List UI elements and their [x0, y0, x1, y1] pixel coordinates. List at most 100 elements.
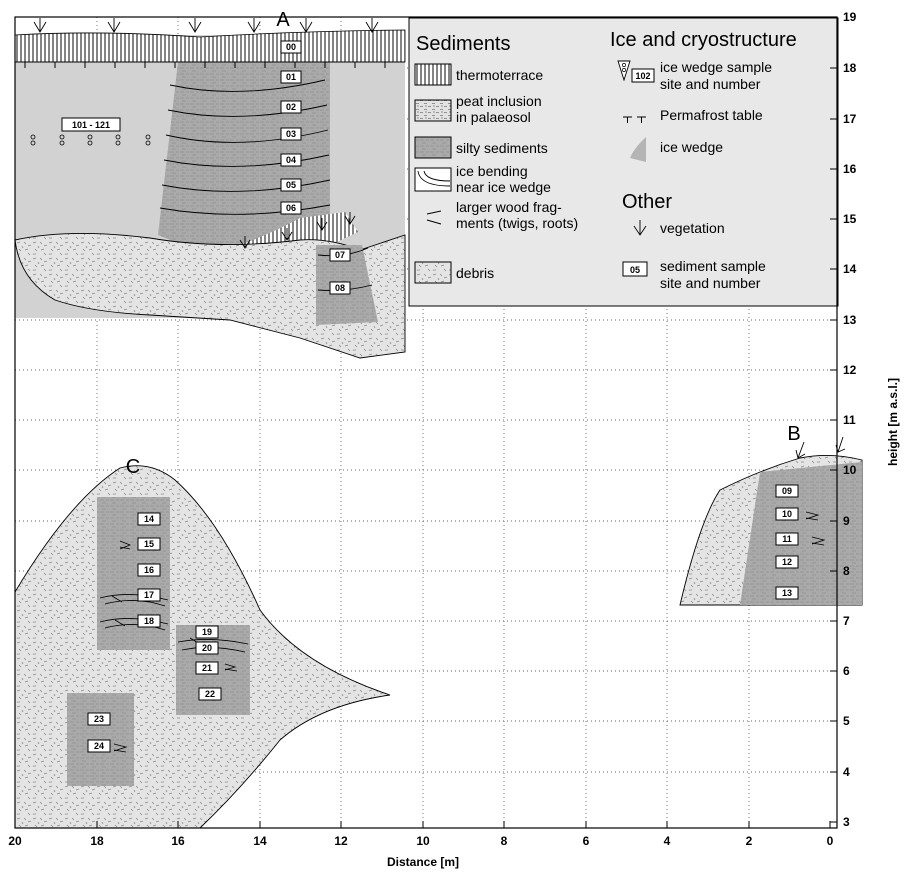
legend-bending-l2: near ice wedge	[456, 179, 551, 195]
x-tick: 2	[746, 834, 753, 848]
svg-text:10: 10	[782, 509, 792, 519]
svg-text:04: 04	[286, 155, 296, 165]
axes-frame	[14, 16, 838, 829]
legend-other-title: Other	[622, 191, 672, 213]
y-tick: 15	[843, 212, 857, 226]
x-tick: 10	[416, 834, 430, 848]
x-tick: 0	[827, 834, 834, 848]
legend-wood-l2: ments (twigs, roots)	[456, 215, 578, 231]
y-tick: 18	[843, 61, 857, 75]
sample-14: 14	[137, 512, 161, 526]
sample-01: 01	[280, 70, 302, 84]
svg-text:24: 24	[94, 741, 104, 751]
y-tick: 7	[843, 614, 850, 628]
svg-text:03: 03	[286, 129, 296, 139]
legend-peat-l2: in palaeosol	[456, 109, 531, 125]
wood-fragment-icon	[426, 210, 442, 225]
legend-bending-l1: ice bending	[456, 163, 528, 179]
y-tick: 12	[843, 363, 857, 377]
sample-07: 07	[329, 248, 351, 262]
sample-15: 15	[137, 537, 161, 551]
y-tick: 16	[843, 162, 857, 176]
svg-text:14: 14	[144, 514, 154, 524]
sample-16: 16	[137, 563, 161, 577]
sample-10: 10	[775, 507, 799, 521]
legend-silty: silty sediments	[456, 140, 548, 156]
y-tick: 6	[843, 664, 850, 678]
svg-text:08: 08	[335, 283, 345, 293]
x-axis-ticks: 20 18 16 14 12 10 8 6 4 2 0	[8, 834, 833, 848]
svg-text:13: 13	[782, 588, 792, 598]
sample-08: 08	[329, 281, 351, 295]
profile-a: 101 - 121 A	[14, 9, 406, 359]
x-tick: 4	[664, 834, 671, 848]
y-tick: 3	[843, 815, 850, 829]
x-tick: 12	[334, 834, 348, 848]
permafrost-table-icon	[623, 116, 646, 123]
ice-sample-markers	[30, 134, 151, 146]
sample-12: 12	[775, 555, 799, 569]
svg-text:22: 22	[205, 689, 215, 699]
svg-text:11: 11	[782, 534, 792, 544]
sample-13: 13	[775, 586, 799, 600]
x-tick: 8	[501, 834, 508, 848]
y-axis-title: height [m a.s.l.]	[886, 378, 900, 466]
y-tick: 11	[843, 413, 856, 427]
sample-22: 22	[198, 687, 222, 701]
x-tick: 6	[583, 834, 590, 848]
sediment-sample-icon: 05	[622, 261, 648, 277]
legend-peat-l1: peat inclusion	[456, 93, 542, 109]
legend-debris: debris	[456, 265, 494, 281]
sample-00: 00	[280, 40, 302, 54]
sample-21: 21	[195, 661, 219, 675]
legend-wood-l1: larger wood frag-	[456, 199, 562, 215]
y-tick: 9	[843, 514, 850, 528]
y-axis-ticks: 19 18 17 16 15 14 13 12 11 10 9 8 7 6 5 …	[843, 10, 857, 829]
profile-b-label: B	[787, 423, 800, 445]
svg-text:06: 06	[286, 203, 296, 213]
svg-text:02: 02	[286, 102, 296, 112]
profile-b: B	[679, 423, 863, 606]
legend-sediments-title: Sediments	[416, 33, 511, 55]
svg-text:18: 18	[144, 616, 154, 626]
sample-11: 11	[775, 532, 799, 546]
x-tick: 20	[8, 834, 22, 848]
y-tick: 17	[843, 112, 857, 126]
sample-05: 05	[280, 178, 302, 192]
svg-text:01: 01	[286, 72, 296, 82]
legend-sediment-l1: sediment sample	[660, 258, 766, 274]
svg-text:101 - 121: 101 - 121	[72, 120, 110, 130]
svg-text:05: 05	[630, 265, 640, 275]
sample-09: 09	[775, 484, 799, 498]
svg-text:12: 12	[782, 557, 792, 567]
y-tick: 14	[843, 262, 857, 276]
y-tick: 4	[843, 765, 850, 779]
legend-vegetation: vegetation	[660, 220, 725, 236]
legend-icewedge: ice wedge	[660, 139, 723, 155]
sample-labels: 00 01 02 03 04 05 06 07 08 09 10 11 12 1…	[87, 40, 799, 753]
x-axis-title: Distance [m]	[387, 855, 459, 869]
sample-19: 19	[195, 625, 219, 639]
svg-text:15: 15	[144, 539, 154, 549]
legend-icesample-l2: site and number	[660, 76, 761, 92]
ice-sample-label: 101 - 121	[61, 117, 121, 132]
sample-23: 23	[87, 712, 111, 726]
y-tick: 8	[843, 564, 850, 578]
sample-18: 18	[137, 614, 161, 628]
svg-text:17: 17	[144, 590, 154, 600]
ice-wedge-icon	[630, 137, 646, 162]
legend-sediment-l2: site and number	[660, 275, 761, 291]
svg-text:05: 05	[286, 180, 296, 190]
sample-20: 20	[195, 641, 219, 655]
vegetation-icon	[795, 436, 846, 459]
svg-text:20: 20	[202, 643, 212, 653]
y-tick: 13	[843, 313, 857, 327]
svg-text:102: 102	[635, 71, 650, 81]
svg-text:00: 00	[286, 42, 296, 52]
legend-ice-title: Ice and cryostructure	[610, 29, 797, 51]
svg-text:09: 09	[782, 486, 792, 496]
svg-text:23: 23	[94, 714, 104, 724]
sample-06: 06	[280, 201, 302, 215]
legend: Sediments Ice and cryostructure Other th…	[408, 17, 839, 307]
